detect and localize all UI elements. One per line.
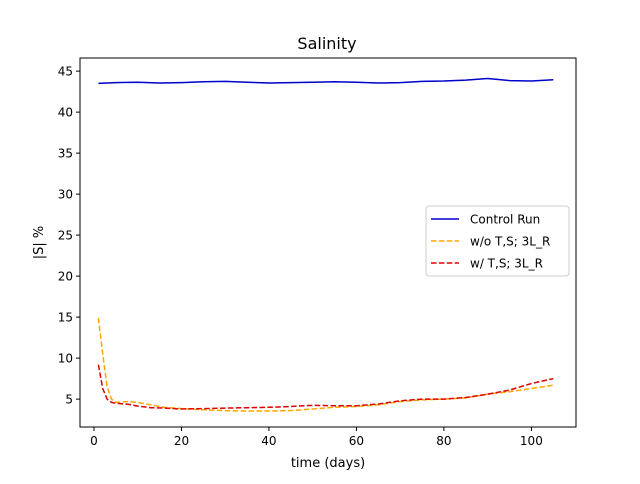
series-line-1 (98, 77, 554, 85)
x-axis-ticks: 0 20 40 60 80 100 (90, 427, 543, 448)
x-axis-label: time (days) (291, 456, 365, 471)
x-tick-label: 0 (90, 434, 98, 448)
legend-label-3: w/ T,S; 3L_R (470, 257, 543, 271)
y-tick-label: 40 (58, 106, 73, 120)
x-tick-label: 60 (349, 434, 364, 448)
y-tick-label: 20 (58, 270, 73, 284)
y-tick-label: 30 (58, 188, 73, 202)
plot-frame (79, 57, 577, 428)
y-tick-label: 10 (58, 352, 73, 366)
legend-box (425, 205, 570, 277)
x-tick-label: 40 (261, 434, 276, 448)
plot-lines (97, 77, 554, 412)
y-axis-label: |S| % (32, 226, 47, 260)
legend-label-2: w/o T,S; 3L_R (470, 235, 550, 249)
y-tick-label: 25 (58, 229, 73, 243)
x-tick-label: 80 (436, 434, 451, 448)
series-line-3 (97, 364, 554, 410)
y-axis-ticks: 5 10 15 20 25 30 35 40 45 (58, 65, 80, 407)
legend-label-1: Control Run (470, 213, 540, 227)
series-line-2 (97, 317, 554, 412)
y-tick-label: 45 (58, 65, 73, 79)
x-tick-label: 100 (520, 434, 543, 448)
chart-title: Salinity (297, 34, 356, 53)
legend: Control Run w/o T,S; 3L_R w/ T,S; 3L_R (425, 205, 570, 277)
y-tick-label: 5 (65, 393, 73, 407)
x-tick-label: 20 (174, 434, 189, 448)
y-tick-label: 35 (58, 147, 73, 161)
y-tick-label: 15 (58, 311, 73, 325)
